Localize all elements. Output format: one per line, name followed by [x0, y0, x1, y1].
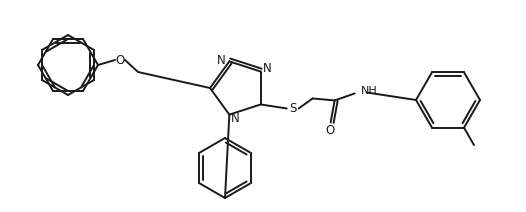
- Text: O: O: [115, 53, 125, 67]
- Text: N: N: [217, 54, 226, 67]
- Text: NH: NH: [361, 86, 377, 96]
- Text: N: N: [231, 112, 240, 125]
- Text: O: O: [325, 124, 335, 137]
- Text: S: S: [289, 102, 296, 115]
- Text: N: N: [264, 62, 272, 75]
